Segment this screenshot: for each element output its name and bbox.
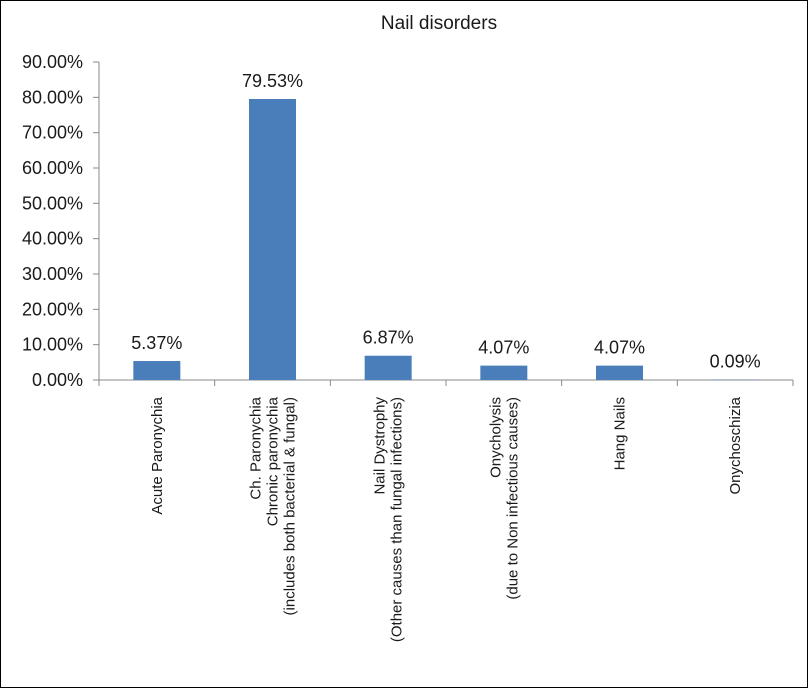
bar — [596, 366, 643, 380]
category-label: Onycholysis(due to Non infectious causes… — [487, 397, 521, 600]
category-label: Hang Nails — [612, 397, 629, 470]
chart-title: Nail disorders — [381, 13, 497, 34]
y-tick-label: 90.00% — [22, 52, 83, 72]
data-label: 79.53% — [242, 71, 303, 91]
category-label: Ch. ParonychiaChronic paronychia(include… — [248, 396, 299, 615]
category-label-text: Acute Paronychia — [149, 396, 166, 514]
category-label: Onychoschizia — [727, 396, 744, 494]
labels: 5.37% Acute Paronychia 79.53% Ch. Paronychi… — [131, 71, 760, 642]
data-label: 6.87% — [363, 328, 414, 348]
category-label-text: Hang Nails — [612, 397, 629, 470]
y-tick-label: 50.00% — [22, 193, 83, 213]
y-tick-label: 80.00% — [22, 87, 83, 107]
y-tick-label: 0.00% — [32, 370, 83, 390]
bar — [133, 361, 180, 380]
category-label-line: (includes both bacterial & fungal) — [282, 397, 299, 615]
category-label-line: Hang Nails — [612, 397, 629, 470]
bar — [249, 99, 296, 380]
category-label-text: Onychoschizia — [727, 396, 744, 494]
y-tick-label: 30.00% — [22, 264, 83, 284]
y-tick-label: 60.00% — [22, 158, 83, 178]
category-label-text: Ch. ParonychiaChronic paronychia(include… — [248, 396, 299, 615]
category-label: Acute Paronychia — [149, 396, 166, 514]
category-label-line: (Other causes than fungal infections) — [389, 397, 406, 642]
category-label-line: Ch. Paronychia — [248, 396, 265, 499]
y-tick-label: 40.00% — [22, 229, 83, 249]
y-tick-label: 10.00% — [22, 335, 83, 355]
category-label-line: Chronic paronychia — [265, 396, 282, 526]
data-label: 4.07% — [478, 338, 529, 358]
category-label-text: Onycholysis(due to Non infectious causes… — [487, 397, 521, 600]
bar — [365, 356, 412, 380]
category-label-text: Nail Dystrophy(Other causes than fungal … — [372, 397, 406, 643]
category-label-line: (due to Non infectious causes) — [504, 397, 521, 600]
y-tick-label: 20.00% — [22, 299, 83, 319]
data-label: 4.07% — [594, 338, 645, 358]
y-tick-label: 70.00% — [22, 123, 83, 143]
category-label-line: Nail Dystrophy — [372, 397, 389, 495]
category-label-line: Onychoschizia — [727, 396, 744, 494]
category-label-line: Onycholysis — [487, 397, 504, 478]
bars — [133, 99, 758, 380]
category-label: Nail Dystrophy(Other causes than fungal … — [372, 397, 406, 643]
bar — [480, 366, 527, 380]
category-label-line: Acute Paronychia — [149, 396, 166, 514]
data-label: 5.37% — [131, 333, 182, 353]
data-label: 0.09% — [710, 352, 761, 372]
